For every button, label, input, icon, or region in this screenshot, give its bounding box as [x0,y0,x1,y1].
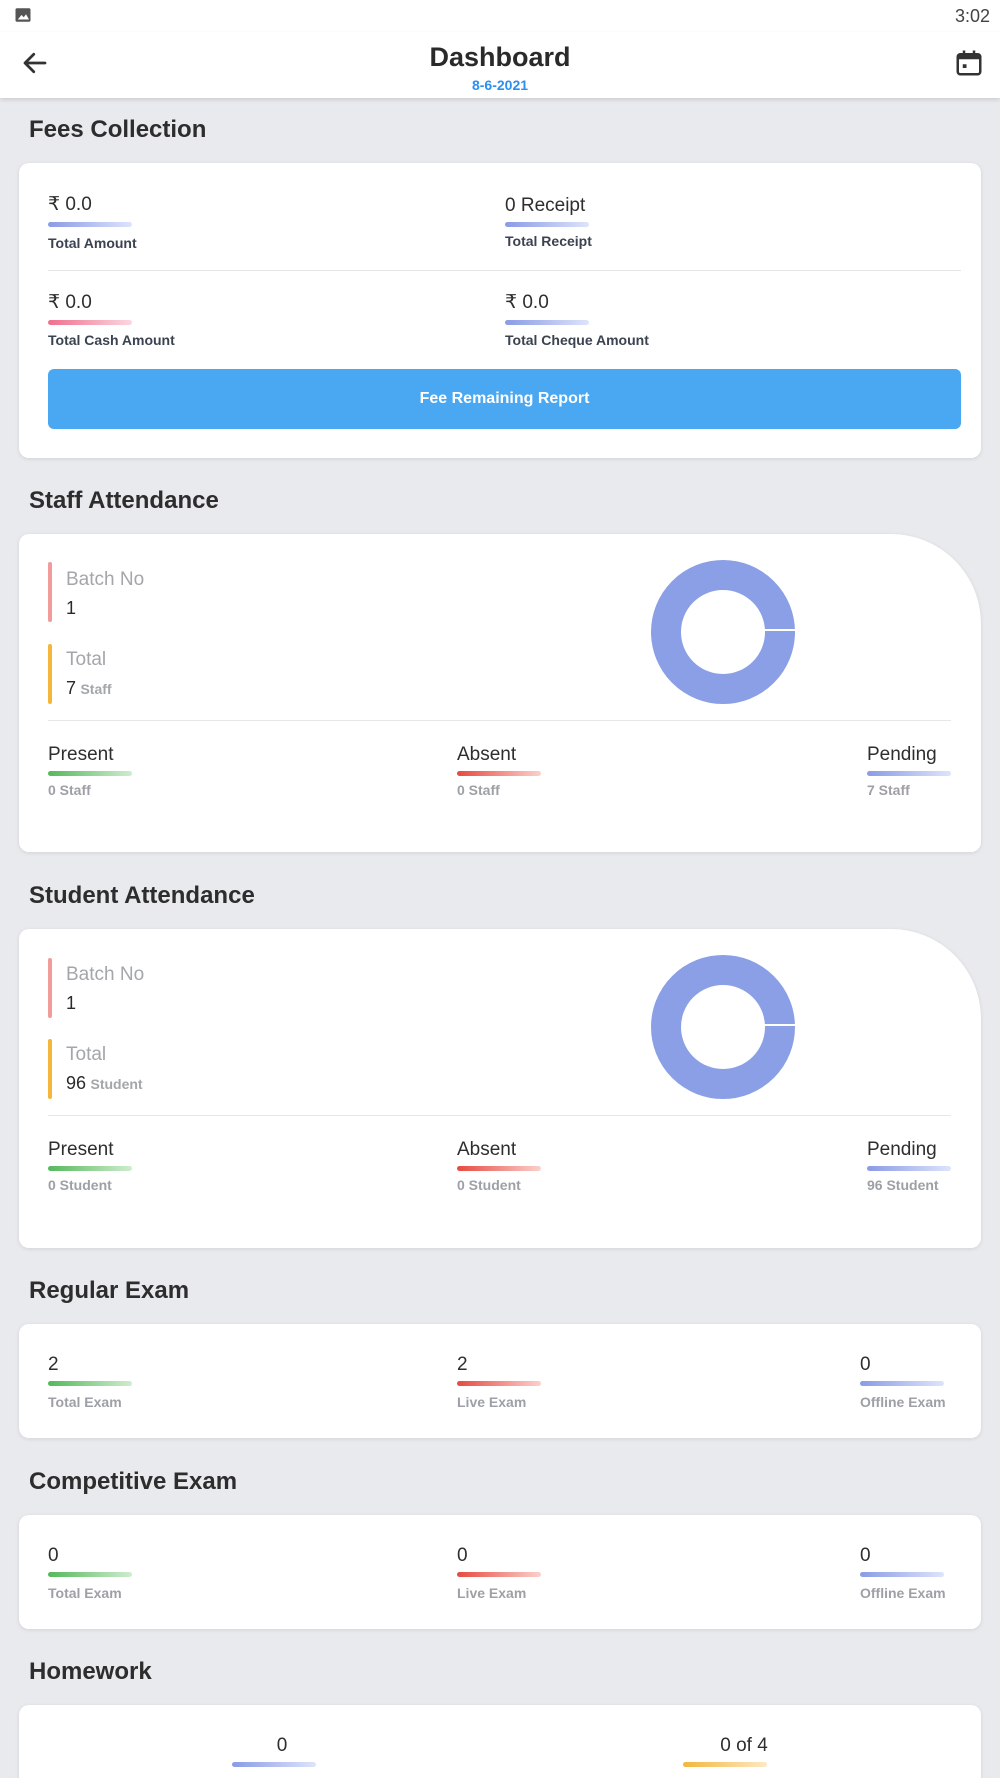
student-total-value: 96 [66,1073,87,1093]
staff-donut-ring [651,560,795,704]
arrow-left-icon[interactable] [20,48,50,78]
student-divider [48,1115,951,1116]
staff-present-label: Present [48,744,114,765]
staff-batch-label: Batch No [66,569,145,590]
student-attendance-title: Student Attendance [29,882,255,909]
staff-total-unit: Staff [80,681,112,697]
staff-batch-value: 1 [66,598,77,618]
staff-absent-value: 0 Staff [457,782,500,798]
total-receipt-value: 0 Receipt [505,195,586,216]
student-total-unit: Student [90,1076,143,1092]
staff-absent-bar [457,771,541,776]
student-pending-label: Pending [867,1139,937,1160]
total-amount-value: ₹ 0.0 [48,194,92,215]
staff-pending-label: Pending [867,744,937,765]
regular-offline-value: 0 [860,1354,871,1375]
student-donut-chart [651,955,797,1099]
staff-present-value: 0 Staff [48,782,91,798]
staff-donut-chart [651,560,797,704]
student-attendance-card: Batch No 1 Total 96 Student Present 0 St… [19,929,981,1248]
competitive-total-bar [48,1572,132,1577]
staff-total-row: 7 Staff [66,678,112,699]
regular-exam-card: 2 Total Exam 2 Live Exam 0 Offline Exam [19,1324,981,1438]
status-time: 3:02 [954,6,990,26]
batch-indicator [48,562,52,622]
student-batch-label: Batch No [66,964,145,985]
staff-attendance-title: Staff Attendance [29,487,219,514]
app-bar: Dashboard 8-6-2021 [0,32,1000,98]
student-present-label: Present [48,1139,114,1160]
fees-section-title: Fees Collection [29,116,207,143]
staff-divider [48,720,951,721]
total-cheque-label: Total Cheque Amount [505,332,649,348]
staff-pending-bar [867,771,951,776]
regular-total-value: 2 [48,1354,59,1375]
competitive-live-bar [457,1572,541,1577]
regular-live-value: 2 [457,1354,468,1375]
competitive-offline-label: Offline Exam [860,1585,946,1601]
competitive-offline-bar [860,1572,944,1577]
batch-indicator [48,958,52,1018]
student-pending-value: 96 Student [867,1177,939,1193]
student-donut-ring [651,955,795,1099]
student-total-label: Total [66,1044,107,1065]
fees-divider [48,270,961,271]
competitive-offline-value: 0 [860,1545,871,1566]
total-cash-value: ₹ 0.0 [48,292,92,313]
total-indicator [48,644,52,704]
competitive-total-label: Total Exam [48,1585,122,1601]
fee-remaining-report-button[interactable]: Fee Remaining Report [48,369,961,429]
student-absent-value: 0 Student [457,1177,521,1193]
page-title: Dashboard [429,42,571,72]
competitive-exam-card: 0 Total Exam 0 Live Exam 0 Offline Exam [19,1515,981,1629]
homework-right-bar [683,1762,767,1767]
total-amount-label: Total Amount [48,235,137,251]
total-cash-bar [48,320,132,325]
staff-present-bar [48,771,132,776]
regular-offline-bar [860,1381,944,1386]
homework-left-bar [232,1762,316,1767]
staff-pending-value: 7 Staff [867,782,910,798]
competitive-exam-title: Competitive Exam [29,1468,238,1495]
regular-total-label: Total Exam [48,1394,122,1410]
student-total-row: 96 Student [66,1073,143,1094]
homework-left-value: 0 [276,1735,288,1756]
homework-title: Homework [29,1658,152,1685]
competitive-live-value: 0 [457,1545,468,1566]
student-present-value: 0 Student [48,1177,112,1193]
staff-total-value: 7 [66,678,77,698]
page-date: 8-6-2021 [471,77,529,93]
student-absent-bar [457,1166,541,1171]
staff-total-label: Total [66,649,107,670]
student-present-bar [48,1166,132,1171]
competitive-live-label: Live Exam [457,1585,527,1601]
competitive-total-value: 0 [48,1545,59,1566]
total-cheque-bar [505,320,589,325]
total-receipt-label: Total Receipt [505,233,592,249]
staff-attendance-card: Batch No 1 Total 7 Staff Present 0 Staff… [19,534,981,852]
regular-total-bar [48,1381,132,1386]
student-batch-value: 1 [66,993,77,1013]
total-amount-bar [48,222,132,227]
fees-card: ₹ 0.0 Total Amount 0 Receipt Total Recei… [19,163,981,458]
regular-live-bar [457,1381,541,1386]
staff-absent-label: Absent [457,744,517,765]
student-absent-label: Absent [457,1139,517,1160]
total-indicator [48,1039,52,1099]
homework-right-value: 0 of 4 [720,1735,768,1756]
regular-exam-title: Regular Exam [29,1277,190,1304]
regular-live-label: Live Exam [457,1394,527,1410]
image-icon [15,8,31,22]
total-cheque-value: ₹ 0.0 [505,292,549,313]
calendar-icon[interactable] [954,48,984,78]
regular-offline-label: Offline Exam [860,1394,946,1410]
total-receipt-bar [505,222,589,227]
total-cash-label: Total Cash Amount [48,332,175,348]
student-pending-bar [867,1166,951,1171]
homework-card: 0 0 of 4 [19,1705,981,1778]
status-bar: 3:02 [0,0,1000,32]
